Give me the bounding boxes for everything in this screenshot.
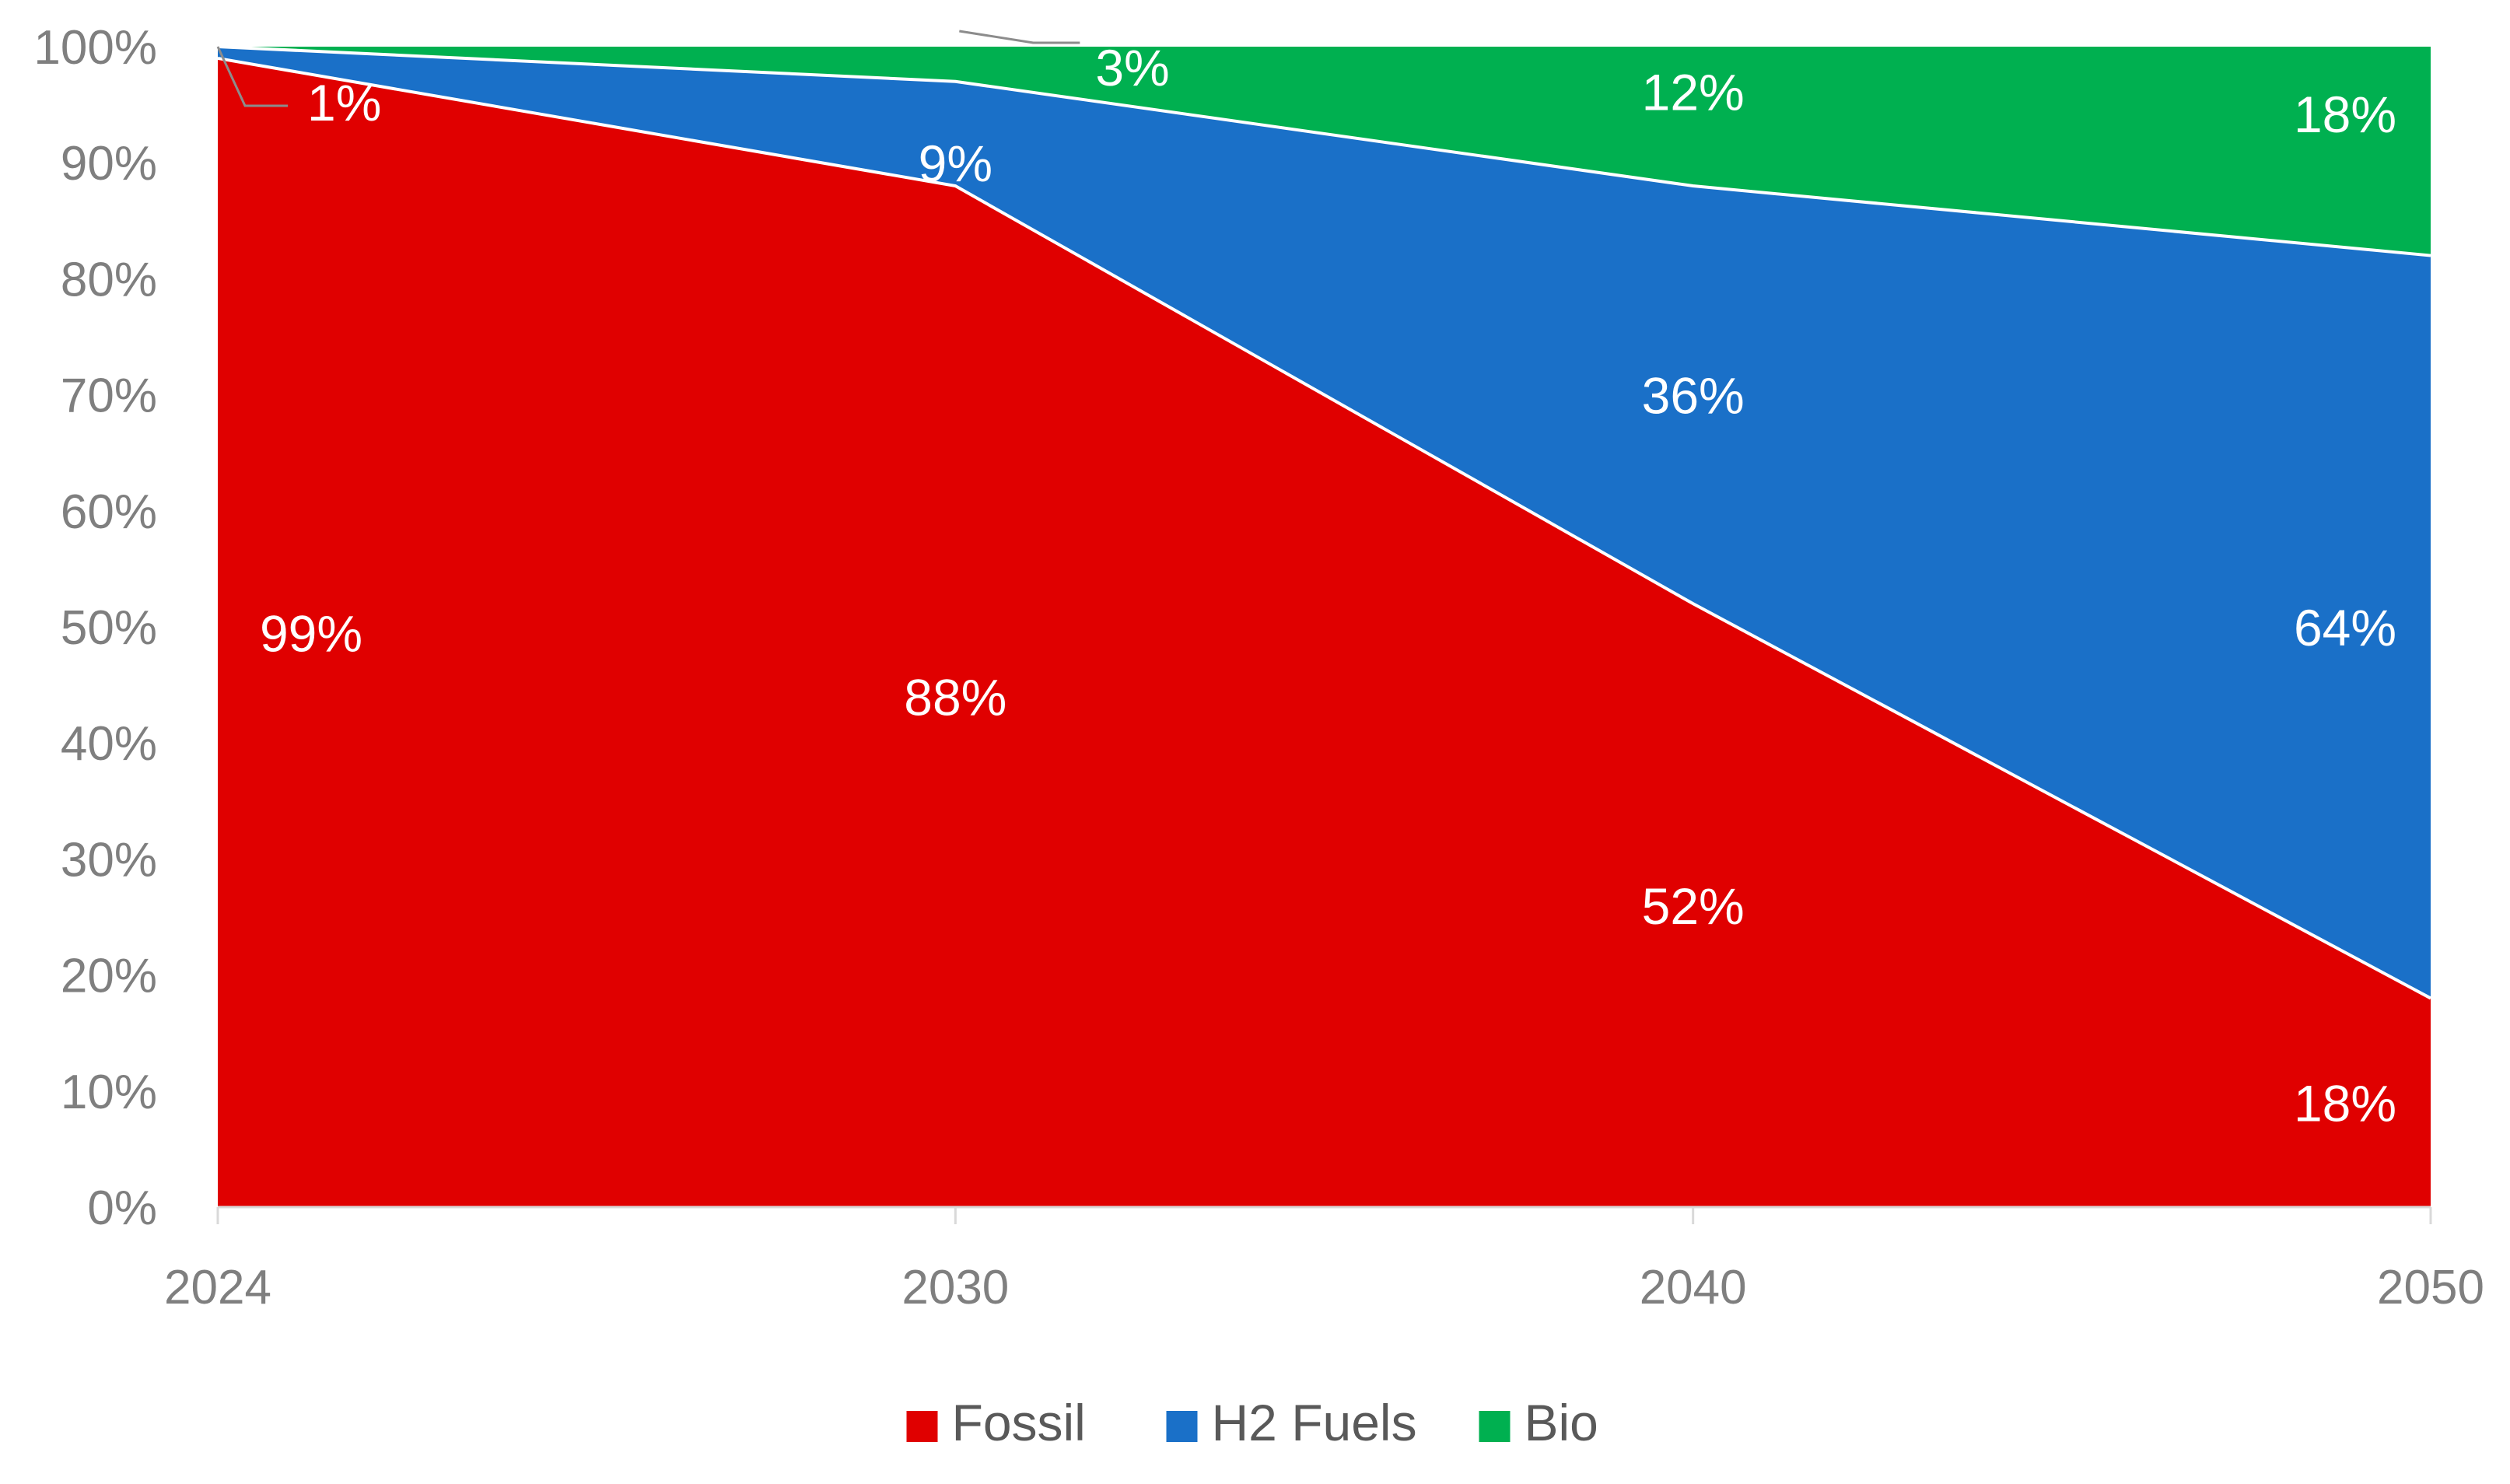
leader-line (959, 30, 1080, 44)
y-tick-label: 70% (61, 369, 157, 423)
boundary-h2-fuels (217, 45, 2431, 257)
axes (216, 1206, 2432, 1224)
y-tick-label: 90% (61, 137, 157, 191)
x-tick-label: 2050 (2377, 1261, 2484, 1314)
x-tick-labels: 2024 2030 2040 2050 (164, 1261, 2484, 1314)
x-tick-label: 2030 (901, 1261, 1009, 1314)
data-label-fossil: 99% (260, 604, 362, 662)
legend-label-bio: Bio (1525, 1394, 1598, 1451)
data-label-fossil: 88% (904, 669, 1006, 726)
boundary-fossil (217, 56, 2431, 1000)
data-label-bio: 12% (1642, 63, 1745, 121)
y-tick-label: 0% (87, 1181, 157, 1235)
y-tick-label: 40% (61, 717, 157, 771)
data-label-bio: 3% (1095, 39, 1169, 96)
data-label-h2-fuels: 9% (919, 135, 992, 192)
y-tick-label: 80% (61, 253, 157, 306)
x-tick-label: 2040 (1640, 1261, 1747, 1314)
data-label-h2-fuels: 36% (1642, 367, 1745, 425)
area-h2-fuels (218, 47, 2431, 999)
legend: Fossil H2 Fuels Bio (906, 1394, 1598, 1451)
legend-swatch-fossil (906, 1411, 938, 1442)
leader-lines (216, 30, 1080, 107)
data-label-h2-fuels: 64% (2294, 599, 2396, 656)
y-tick-label: 60% (61, 485, 157, 539)
y-tick-label: 100% (33, 21, 157, 75)
series-areas (217, 45, 2431, 1207)
y-tick-label: 50% (61, 601, 157, 655)
x-tick-label: 2024 (164, 1261, 271, 1314)
y-tick-label: 30% (61, 833, 157, 887)
y-tick-labels: 0% 10% 20% 30% 40% 50% 60% 70% 80% 90% 100% (33, 21, 157, 1235)
data-label-bio: 18% (2294, 86, 2396, 143)
legend-label-h2-fuels: H2 Fuels (1212, 1394, 1417, 1451)
data-labels: 99% 88% 52% 18% 1% 9% 36% 64% 3% 12% 18% (260, 39, 2396, 1132)
leader-line (216, 46, 288, 107)
y-tick-label: 10% (61, 1066, 157, 1119)
legend-swatch-h2-fuels (1166, 1411, 1198, 1442)
data-label-fossil: 18% (2294, 1075, 2396, 1132)
legend-swatch-bio (1479, 1411, 1511, 1442)
legend-label-fossil: Fossil (952, 1394, 1086, 1451)
data-label-h2-fuels: 1% (307, 74, 381, 131)
y-tick-label: 20% (61, 950, 157, 1003)
area-fossil (218, 58, 2431, 1207)
data-label-fossil: 52% (1642, 877, 1745, 935)
